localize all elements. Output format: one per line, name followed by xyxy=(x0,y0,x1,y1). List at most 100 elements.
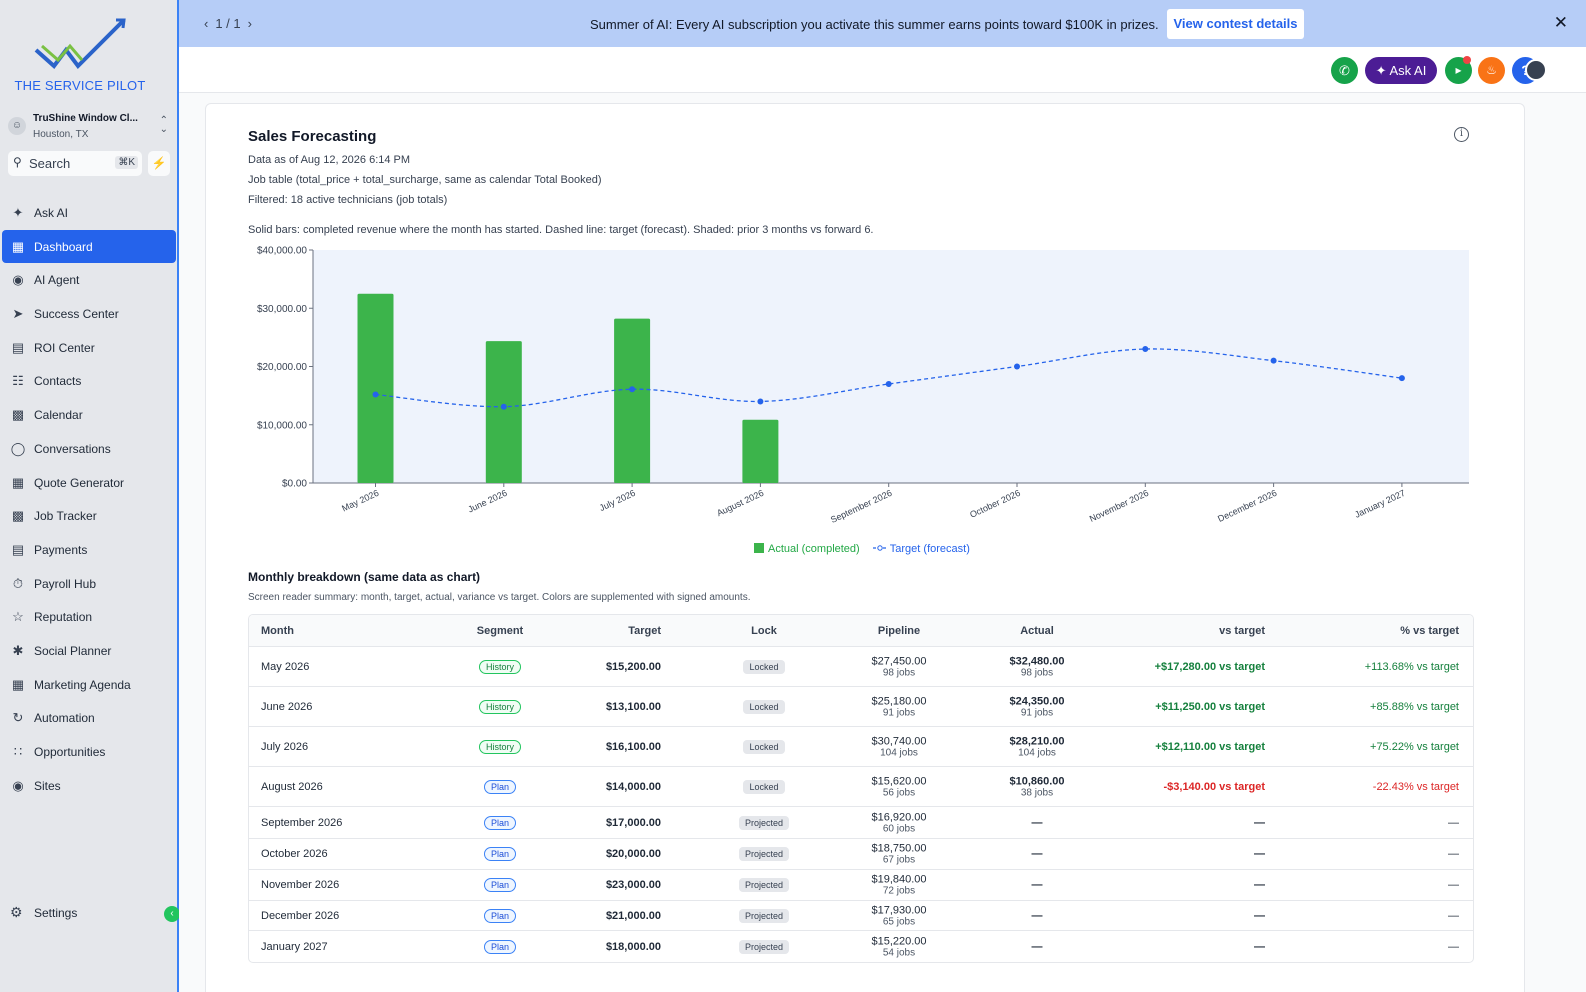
header-month[interactable]: Month xyxy=(261,624,294,637)
user-avatar[interactable] xyxy=(1525,59,1547,81)
legend-actual[interactable]: Actual (completed) xyxy=(754,543,860,555)
target-point xyxy=(629,386,636,393)
sidebar-item-roi-center[interactable]: ▤ ROI Center xyxy=(2,331,176,365)
table-row[interactable]: July 2026 History $16,100.00 Locked $30,740.… xyxy=(249,727,1473,767)
sidebar-item-contacts[interactable]: ☷ Contacts xyxy=(2,364,176,398)
close-icon[interactable]: ✕ xyxy=(1553,13,1568,32)
globe-icon: ◉ xyxy=(12,777,24,793)
header-vs-target[interactable]: vs target xyxy=(1219,624,1265,637)
search-placeholder: Search xyxy=(29,156,71,171)
info-icon[interactable]: i xyxy=(1454,127,1469,142)
sidebar-item-automation[interactable]: ↻ Automation xyxy=(2,701,176,735)
sidebar-item-label: Quote Generator xyxy=(34,475,125,490)
header-segment[interactable]: Segment xyxy=(476,624,524,637)
cell-vs-target: — xyxy=(1254,816,1265,829)
sidebar-item-quote-generator[interactable]: ▦ Quote Generator xyxy=(2,466,176,500)
sidebar-item-settings[interactable]: ⚙ Settings xyxy=(2,900,176,926)
header-actual[interactable]: Actual xyxy=(1020,624,1054,637)
cell-pct-vs-target: — xyxy=(1448,940,1459,953)
cell-month: January 2027 xyxy=(261,940,328,953)
segment-badge: History xyxy=(478,699,521,714)
actual-value: — xyxy=(1031,879,1043,891)
sidebar-item-label: AI Agent xyxy=(34,273,80,288)
bar-actual xyxy=(357,293,394,483)
actual-value: $10,860.00 xyxy=(1009,775,1065,787)
table-row[interactable]: September 2026 Plan $17,000.00 Projected $16… xyxy=(249,807,1473,839)
sidebar-item-dashboard[interactable]: ▦ Dashboard xyxy=(2,229,176,264)
actual-jobs: 91 jobs xyxy=(1020,707,1054,718)
table-row[interactable]: June 2026 History $13,100.00 Locked $25,180.… xyxy=(249,687,1473,727)
account-switcher[interactable]: ☺ TruShine Window Cl... Houston, TX ⌃ ⌄ xyxy=(6,108,172,146)
actual-value: $24,350.00 xyxy=(1009,695,1065,707)
sidebar-item-ai-agent[interactable]: ◉ AI Agent xyxy=(2,263,176,297)
segment-badge: Plan xyxy=(483,847,516,861)
sidebar-item-calendar[interactable]: ▩ Calendar xyxy=(2,398,176,432)
x-tick-label: May 2026 xyxy=(340,488,380,514)
ask-ai-button[interactable]: ✦ Ask AI xyxy=(1365,57,1437,84)
bar-actual xyxy=(614,318,651,483)
cell-target: $14,000.00 xyxy=(605,780,661,793)
phone-icon[interactable]: ✆ xyxy=(1331,57,1358,84)
sales-forecast-chart: $0.00 $10,000.00 $20,000.00 $30,000.00 $40,0… xyxy=(257,246,1469,525)
table-row[interactable]: November 2026 Plan $23,000.00 Projected $19,… xyxy=(249,870,1473,901)
sidebar-item-sites[interactable]: ◉ Sites xyxy=(2,769,176,803)
sidebar-item-ask-ai[interactable]: ✦ Ask AI xyxy=(2,196,176,230)
actual-value: — xyxy=(1031,816,1043,829)
table-row[interactable]: October 2026 Plan $20,000.00 Projected $18,7… xyxy=(249,839,1473,870)
pipeline-jobs: 60 jobs xyxy=(882,823,916,834)
x-tick-label: November 2026 xyxy=(1088,488,1150,524)
cell-month: December 2026 xyxy=(261,909,340,922)
chart-icon: ▤ xyxy=(11,339,25,355)
x-tick-label: January 2027 xyxy=(1353,488,1407,520)
target-point xyxy=(1014,363,1020,370)
table-row[interactable]: December 2026 Plan $21,000.00 Projected $17,… xyxy=(249,901,1473,931)
pipeline-value: $15,620.00 xyxy=(871,775,927,787)
sidebar-item-social-planner[interactable]: ✱ Social Planner xyxy=(2,634,176,668)
cell-pipeline: $15,620.00 56 jobs xyxy=(859,775,939,798)
cell-actual: $28,210.00 104 jobs xyxy=(997,735,1077,758)
cell-target: $17,000.00 xyxy=(605,816,661,829)
actual-value: $32,480.00 xyxy=(1009,655,1065,667)
view-contest-details-button[interactable]: View contest details xyxy=(1167,9,1304,39)
chevron-left-icon[interactable]: ‹ xyxy=(204,16,209,31)
table-row[interactable]: May 2026 History $15,200.00 Locked $27,450.0… xyxy=(249,647,1473,687)
sidebar-item-job-tracker[interactable]: ▩ Job Tracker xyxy=(2,499,176,533)
cell-pct-vs-target: — xyxy=(1448,909,1459,922)
sidebar-item-conversations[interactable]: ◯ Conversations xyxy=(2,432,176,466)
x-tick-label: June 2026 xyxy=(466,488,508,515)
header-lock[interactable]: Lock xyxy=(751,624,777,637)
table-row[interactable]: August 2026 Plan $14,000.00 Locked $15,620.0… xyxy=(249,767,1473,807)
sidebar-item-payroll-hub[interactable]: ⏱ Payroll Hub xyxy=(2,567,176,601)
table-row[interactable]: January 2027 Plan $18,000.00 Projected $15,2… xyxy=(249,931,1473,962)
receipt-icon: ▤ xyxy=(11,541,25,557)
header-target[interactable]: Target xyxy=(628,624,661,637)
collapse-sidebar-button[interactable]: ‹ xyxy=(164,906,180,922)
sidebar-item-payments[interactable]: ▤ Payments xyxy=(2,533,176,567)
target-point xyxy=(757,398,764,405)
quick-action-bolt-icon[interactable]: ⚡ xyxy=(148,151,170,176)
chevron-right-icon[interactable]: › xyxy=(247,16,252,31)
target-point xyxy=(1270,357,1277,364)
logo[interactable]: THE SERVICE PILOT xyxy=(0,0,177,100)
cell-pipeline: $25,180.00 91 jobs xyxy=(859,695,939,718)
cell-segment: Plan xyxy=(473,779,527,794)
banner-message: Summer of AI: Every AI subscription you … xyxy=(590,17,1159,32)
cell-actual: — xyxy=(997,817,1077,829)
sidebar-item-marketing-agenda[interactable]: ▦ Marketing Agenda xyxy=(2,668,176,702)
breakdown-table: Month Segment Target Lock Pipeline Actua… xyxy=(248,614,1474,963)
legend-target[interactable]: Target (forecast) xyxy=(872,543,970,555)
search-input[interactable]: ⚲ Search ⌘K xyxy=(8,151,142,176)
sidebar-item-opportunities[interactable]: ∷ Opportunities xyxy=(2,735,176,769)
bar-actual xyxy=(742,419,779,483)
header-pct-vs-target[interactable]: % vs target xyxy=(1400,624,1459,637)
sidebar-item-reputation[interactable]: ☆ Reputation xyxy=(2,600,176,634)
cell-target: $23,000.00 xyxy=(605,879,661,891)
sidebar-item-success-center[interactable]: ➤ Success Center xyxy=(2,297,176,331)
cell-vs-target: +$17,280.00 vs target xyxy=(1154,660,1265,673)
header-pipeline[interactable]: Pipeline xyxy=(877,624,921,637)
cell-month: September 2026 xyxy=(261,816,343,829)
lock-badge: Locked xyxy=(743,779,785,794)
sidebar-item-label: Success Center xyxy=(34,307,119,322)
y-tick-label: $20,000.00 xyxy=(257,362,307,373)
bell-icon[interactable]: ♨ xyxy=(1478,57,1505,84)
